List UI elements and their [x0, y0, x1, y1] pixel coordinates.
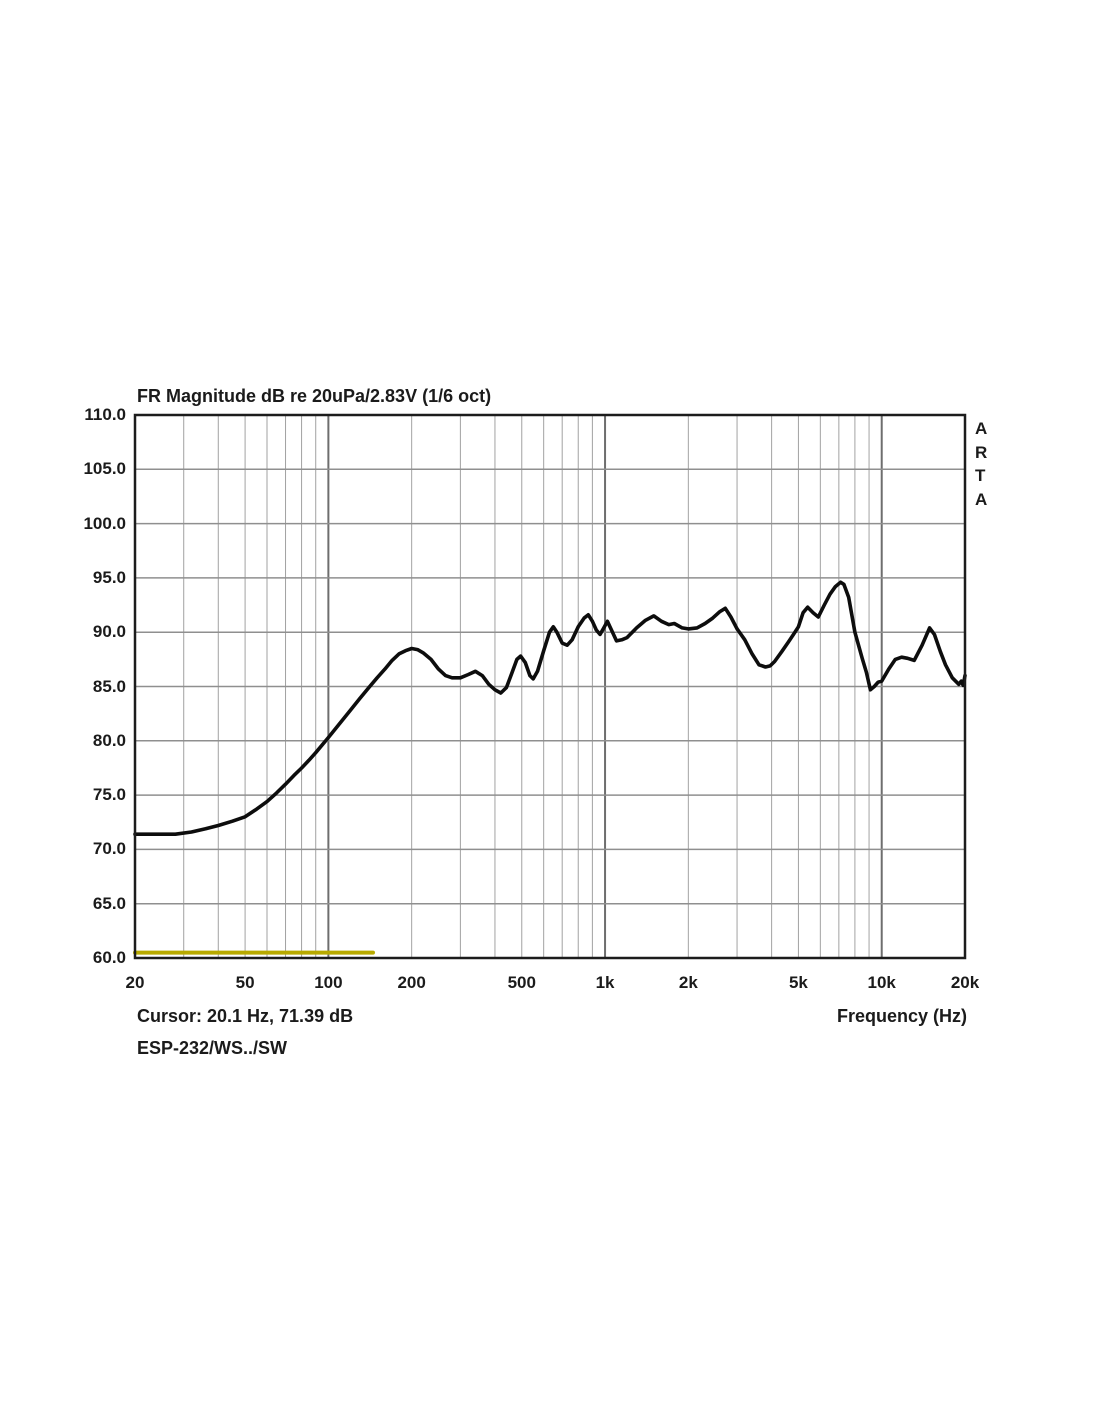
x-tick-label: 2k	[678, 973, 698, 992]
arta-watermark: ARTA	[975, 419, 988, 509]
series-fr-magnitude	[133, 580, 967, 837]
x-tick-label: 5k	[788, 973, 808, 992]
x-tick-label: 1k	[595, 973, 615, 992]
x-axis-title: Frequency (Hz)	[836, 1006, 967, 1026]
y-tick-label: 90.0	[92, 622, 126, 642]
x-tick-label: 20	[125, 973, 145, 992]
y-tick-label: 60.0	[92, 948, 126, 967]
y-tick-label: 65.0	[92, 893, 126, 913]
x-tick-label: 100	[314, 973, 343, 992]
x-tick-label: 50	[235, 973, 255, 992]
signal-file-label: ESP-232/WS../SW	[137, 1038, 288, 1058]
y-tick-label: 80.0	[92, 730, 126, 750]
y-tick-label: 85.0	[92, 676, 126, 696]
y-tick-label: 70.0	[92, 839, 126, 859]
x-tick-label: 200	[397, 973, 426, 992]
y-tick-label: 105.0	[83, 459, 126, 479]
y-tick-label: 95.0	[92, 567, 126, 587]
x-tick-label: 10k	[867, 973, 896, 992]
chart-title: FR Magnitude dB re 20uPa/2.83V (1/6 oct)	[137, 386, 492, 406]
x-tick-label: 500	[507, 973, 536, 992]
y-tick-label: 75.0	[92, 785, 126, 805]
cursor-readout: Cursor: 20.1 Hz, 71.39 dB	[137, 1006, 354, 1026]
plot-border	[133, 413, 967, 960]
y-tick-label: 100.0	[83, 513, 126, 533]
x-tick-label: 20k	[950, 973, 980, 992]
y-tick-label: 110.0	[84, 405, 126, 424]
